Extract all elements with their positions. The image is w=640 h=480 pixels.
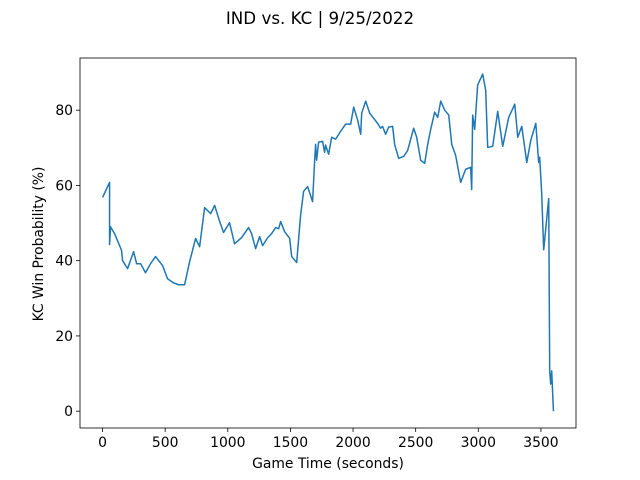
line xyxy=(101,73,555,412)
y-tick-label: 80 xyxy=(55,103,73,119)
x-tick-label: 3000 xyxy=(461,435,496,451)
chart-title: IND vs. KC | 9/25/2022 xyxy=(226,8,414,28)
y-tick-label: 20 xyxy=(55,329,73,345)
y-tick-label: 60 xyxy=(55,178,73,194)
y-axis-label: KC Win Probability (%) xyxy=(31,167,47,322)
x-tick-label: 3500 xyxy=(523,435,558,451)
x-tick-label: 0 xyxy=(98,435,107,451)
x-tick-label: 500 xyxy=(152,435,179,451)
x-tick-label: 1000 xyxy=(210,435,245,451)
x-tick-label: 2500 xyxy=(398,435,433,451)
x-tick-label: 1500 xyxy=(273,435,308,451)
plot-frame xyxy=(79,57,577,429)
x-tick-label: 2000 xyxy=(335,435,370,451)
y-tick-label: 0 xyxy=(64,404,73,420)
y-tick-label: 40 xyxy=(55,254,73,270)
x-axis-label: Game Time (seconds) xyxy=(252,456,404,472)
